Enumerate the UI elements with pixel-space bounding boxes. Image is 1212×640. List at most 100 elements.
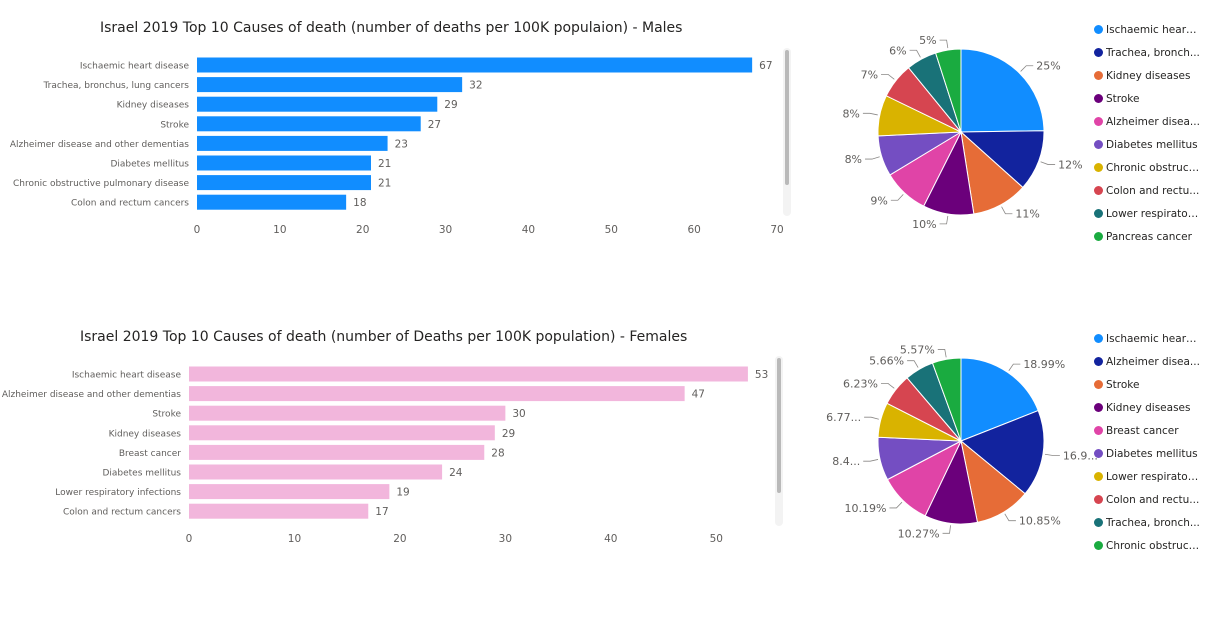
legend-item[interactable]: Colon and rectu... bbox=[1094, 488, 1200, 511]
female-bar-scrollbar[interactable] bbox=[775, 356, 783, 526]
legend-item[interactable]: Stroke bbox=[1094, 87, 1200, 110]
legend-item[interactable]: Alzheimer disea... bbox=[1094, 350, 1200, 373]
legend-label: Ischaemic heart ... bbox=[1106, 23, 1200, 36]
x-tick-label: 20 bbox=[356, 224, 369, 236]
pie-slice[interactable] bbox=[960, 409, 1045, 495]
slice-label: 18.99% bbox=[1023, 358, 1065, 371]
legend-marker bbox=[1094, 117, 1103, 126]
slice-label: 8.4... bbox=[832, 455, 860, 468]
bar[interactable] bbox=[189, 405, 506, 421]
legend-label: Kidney diseases bbox=[1106, 69, 1191, 82]
legend-marker bbox=[1094, 140, 1103, 149]
leader-line bbox=[1044, 453, 1060, 456]
x-tick-label: 0 bbox=[186, 533, 193, 545]
legend-item[interactable]: Chronic obstruct... bbox=[1094, 156, 1200, 179]
leader-line bbox=[1008, 363, 1021, 371]
slice-label: 6.23% bbox=[843, 377, 878, 390]
leader-line bbox=[880, 382, 895, 389]
bar[interactable] bbox=[197, 155, 371, 171]
bar[interactable] bbox=[189, 386, 685, 402]
slice-label: 5.66% bbox=[869, 355, 904, 368]
category-label: Colon and rectum cancers bbox=[71, 199, 189, 209]
female-bar-scrollbar-thumb[interactable] bbox=[777, 358, 781, 493]
legend-item[interactable]: Colon and rectu... bbox=[1094, 179, 1200, 202]
legend-label: Ischaemic heart ... bbox=[1106, 332, 1200, 345]
bar[interactable] bbox=[197, 116, 421, 132]
leader-line bbox=[937, 349, 947, 358]
bar[interactable] bbox=[197, 96, 438, 112]
leader-line bbox=[1020, 65, 1034, 72]
male-pie-chart: 25% 12% 11% 10% 9% 8% 8% 7% 6% 5% bbox=[842, 34, 1082, 231]
legend-marker bbox=[1094, 357, 1103, 366]
data-label: 29 bbox=[502, 428, 515, 440]
legend-item[interactable]: Diabetes mellitus bbox=[1094, 133, 1200, 156]
data-label: 30 bbox=[512, 408, 525, 420]
bar[interactable] bbox=[189, 425, 495, 441]
leader-line bbox=[909, 49, 921, 58]
legend-label: Trachea, bronch... bbox=[1106, 516, 1200, 529]
leader-line bbox=[889, 501, 903, 509]
legend-label: Chronic obstruct... bbox=[1106, 161, 1200, 174]
legend-label: Diabetes mellitus bbox=[1106, 447, 1198, 460]
legend-label: Pancreas cancer bbox=[1106, 230, 1192, 243]
legend-item[interactable]: Lower respirator... bbox=[1094, 202, 1200, 225]
bar[interactable] bbox=[189, 503, 369, 519]
bar[interactable] bbox=[197, 77, 463, 93]
category-label: Lower respiratory infections bbox=[55, 488, 181, 498]
data-label: 53 bbox=[755, 369, 768, 381]
category-label: Chronic obstructive pulmonary disease bbox=[13, 179, 189, 189]
legend-item[interactable]: Ischaemic heart ... bbox=[1094, 327, 1200, 350]
bar[interactable] bbox=[189, 464, 443, 480]
legend-label: Alzheimer disea... bbox=[1106, 115, 1200, 128]
male-bar-scrollbar[interactable] bbox=[783, 48, 791, 216]
bar[interactable] bbox=[197, 57, 753, 73]
bar[interactable] bbox=[189, 484, 390, 500]
slice-label: 16.9... bbox=[1063, 449, 1098, 462]
legend-item[interactable]: Chronic obstruct... bbox=[1094, 534, 1200, 557]
legend-item[interactable]: Stroke bbox=[1094, 373, 1200, 396]
bar[interactable] bbox=[189, 444, 485, 460]
female-bar-visual: Israel 2019 Top 10 Causes of death (numb… bbox=[0, 320, 800, 550]
data-label: 17 bbox=[375, 506, 388, 518]
legend-marker bbox=[1094, 25, 1103, 34]
legend-marker bbox=[1094, 48, 1103, 57]
legend-item[interactable]: Lower respirator... bbox=[1094, 465, 1200, 488]
pie-slice[interactable] bbox=[934, 48, 962, 133]
category-label: Colon and rectum cancers bbox=[63, 508, 181, 518]
leader-line bbox=[1001, 206, 1013, 215]
legend-item[interactable]: Kidney diseases bbox=[1094, 64, 1200, 87]
bar[interactable] bbox=[189, 366, 748, 382]
legend-item[interactable]: Trachea, bronch... bbox=[1094, 511, 1200, 534]
data-label: 23 bbox=[395, 138, 408, 150]
leader-line bbox=[881, 73, 895, 80]
legend-item[interactable]: Breast cancer bbox=[1094, 419, 1200, 442]
legend-label: Trachea, bronch... bbox=[1106, 46, 1200, 59]
category-label: Diabetes mellitus bbox=[110, 160, 189, 170]
category-label: Diabetes mellitus bbox=[102, 469, 181, 479]
male-bar-scrollbar-thumb[interactable] bbox=[785, 50, 789, 185]
pie-slice[interactable] bbox=[931, 357, 962, 442]
bar[interactable] bbox=[197, 194, 347, 210]
pie-slice[interactable] bbox=[960, 357, 1039, 442]
legend-item[interactable]: Alzheimer disea... bbox=[1094, 110, 1200, 133]
leader-line bbox=[863, 459, 879, 462]
legend-item[interactable]: Ischaemic heart ... bbox=[1094, 18, 1200, 41]
pie-slice[interactable] bbox=[959, 130, 1045, 189]
legend-item[interactable]: Trachea, bronch... bbox=[1094, 41, 1200, 64]
legend-label: Alzheimer disea... bbox=[1106, 355, 1200, 368]
legend-item[interactable]: Pancreas cancer bbox=[1094, 225, 1200, 248]
bar[interactable] bbox=[197, 175, 371, 191]
x-tick-label: 60 bbox=[687, 224, 700, 236]
legend-marker bbox=[1094, 71, 1103, 80]
x-tick-label: 50 bbox=[605, 224, 618, 236]
leader-line bbox=[942, 525, 951, 534]
bar[interactable] bbox=[197, 135, 388, 151]
data-label: 47 bbox=[692, 389, 705, 401]
legend-item[interactable]: Diabetes mellitus bbox=[1094, 442, 1200, 465]
pie-slice[interactable] bbox=[960, 48, 1045, 133]
slice-label: 5.57% bbox=[900, 343, 935, 356]
slice-label: 8% bbox=[845, 153, 862, 166]
x-tick-label: 70 bbox=[770, 224, 783, 236]
x-tick-label: 40 bbox=[522, 224, 535, 236]
legend-item[interactable]: Kidney diseases bbox=[1094, 396, 1200, 419]
